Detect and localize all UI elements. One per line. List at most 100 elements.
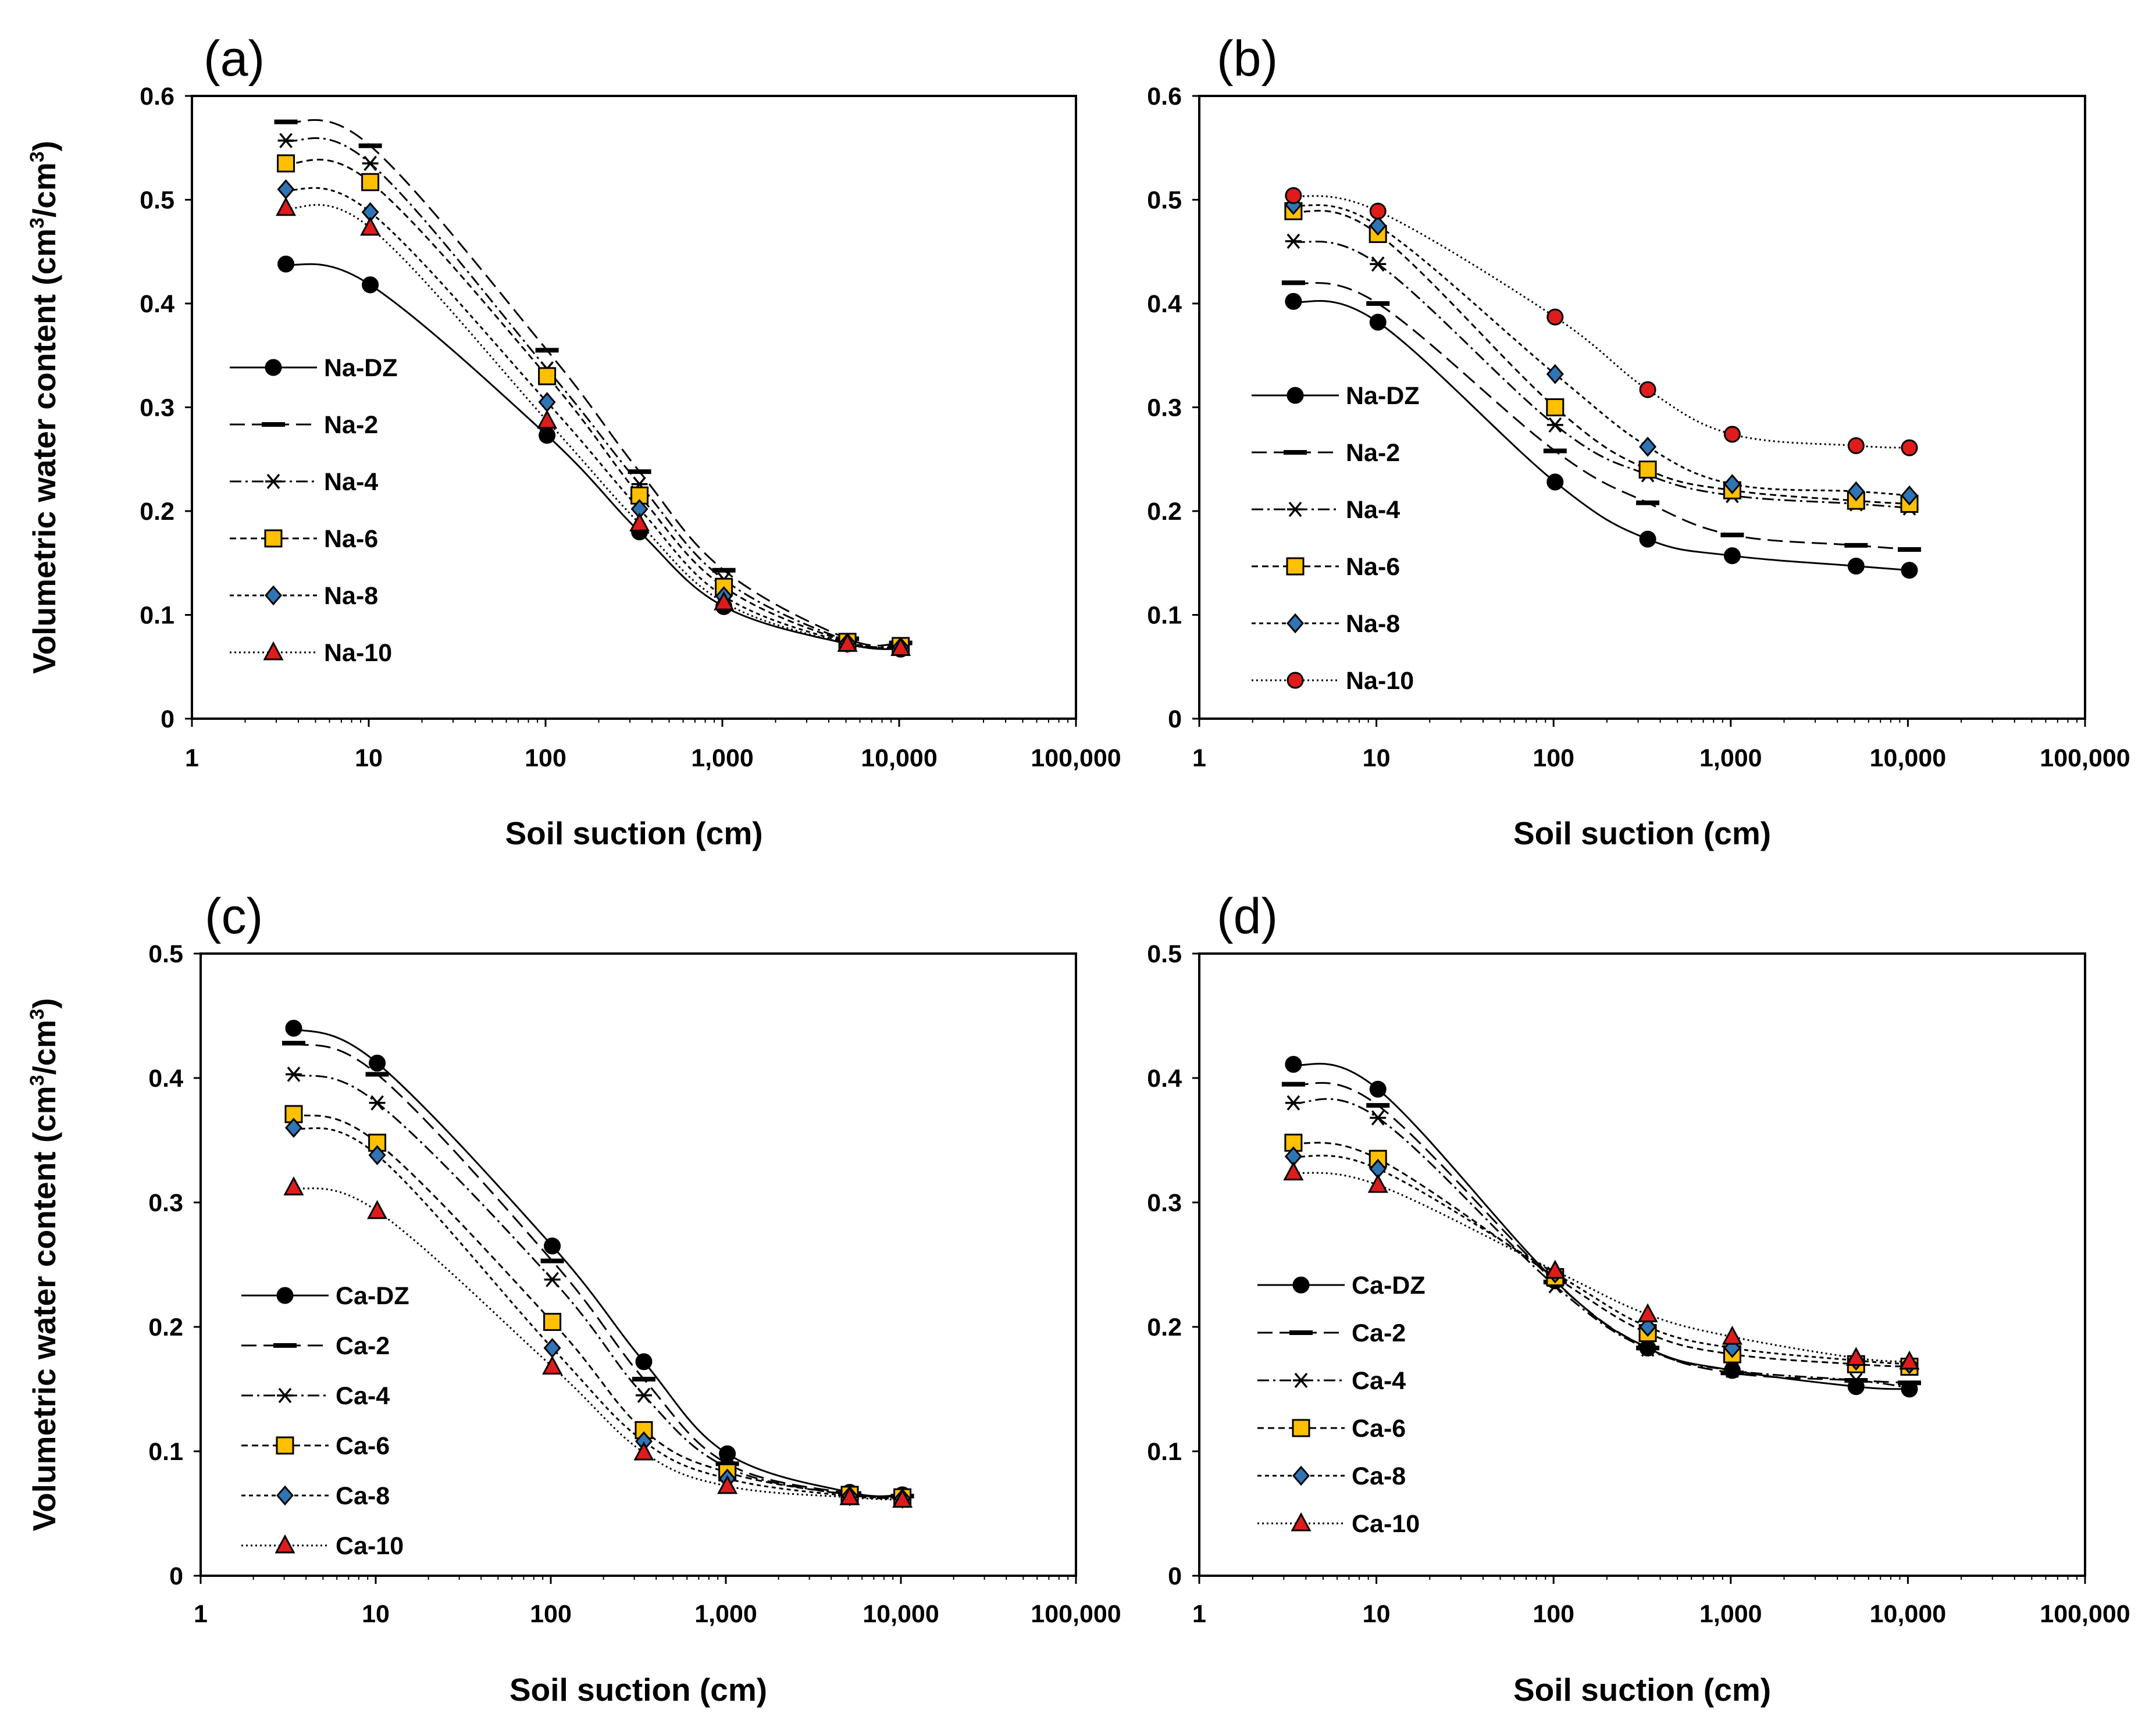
legend-label: Ca-DZ	[1352, 1272, 1426, 1300]
data-point-na-10	[360, 216, 381, 236]
y-tick-label: 0.3	[140, 394, 174, 422]
series-line-na-dz	[1293, 300, 1910, 572]
data-point-na-2	[1281, 280, 1305, 285]
y-tick-label: 0.2	[1147, 1313, 1182, 1341]
legend-label: Na-8	[1346, 610, 1400, 638]
series-line-na-10	[286, 204, 901, 650]
y-tick-label: 0	[1168, 705, 1182, 733]
x-tick-label: 100	[1533, 1600, 1574, 1628]
y-tick-label: 0	[1168, 1562, 1182, 1590]
x-axis-title: Soil suction (cm)	[505, 815, 762, 851]
legend-label: Ca-4	[336, 1382, 390, 1410]
legend-marker-na-10	[1287, 672, 1304, 689]
data-point-ca-4	[1848, 1372, 1865, 1389]
panel-a: 0 0.1 0.2 0.3 0.4 0.5 0.6 1 10 100 1,000 10,000 100,…	[26, 31, 1121, 851]
data-point-na-10	[1546, 308, 1564, 326]
y-tick-label: 0.2	[148, 1313, 183, 1341]
data-point-ca-10	[542, 1355, 563, 1375]
x-tick-label: 100,000	[1031, 1600, 1121, 1628]
y-axis-title: Volumetric water content (cm3/cm3)	[26, 141, 62, 674]
data-point-ca-2	[1366, 1103, 1390, 1108]
data-point-na-8	[1369, 215, 1387, 236]
legend-label: Ca-2	[336, 1332, 390, 1360]
data-point-na-6	[1638, 461, 1657, 479]
data-point-ca-4	[635, 1387, 652, 1403]
data-point-ca-2	[365, 1072, 389, 1077]
y-axis-title-part: )	[26, 141, 62, 151]
y-tick-label: 0.2	[140, 498, 174, 526]
data-point-na-dz	[1723, 547, 1741, 565]
panel-label: (a)	[204, 31, 265, 87]
legend-label: Na-10	[324, 639, 392, 667]
series-line-ca-2	[293, 1042, 903, 1498]
legend-marker-na-dz	[265, 359, 282, 376]
x-tick-label: 10	[1363, 744, 1391, 772]
data-point-na-2	[1898, 547, 1922, 552]
data-point-na-10	[714, 591, 735, 611]
series-line-na-4	[286, 137, 901, 648]
data-point-ca-10	[367, 1200, 388, 1219]
y-tick-label: 0.4	[140, 290, 174, 318]
y-tick-label: 0.2	[1147, 498, 1182, 526]
data-point-na-2	[712, 567, 736, 573]
data-point-ca-4	[1901, 1380, 1918, 1395]
y-axis-title-part: )	[26, 998, 62, 1008]
legend-label: Na-4	[1346, 496, 1400, 524]
data-point-ca-6	[1284, 1133, 1303, 1152]
y-tick-label: 0.1	[148, 1438, 183, 1466]
data-point-ca-2	[540, 1258, 564, 1263]
data-point-ca-dz	[544, 1237, 561, 1255]
data-point-na-4	[1285, 233, 1302, 249]
y-tick-label: 0.5	[140, 187, 174, 215]
legend-marker-ca-8	[276, 1485, 294, 1506]
data-point-ca-2	[281, 1041, 305, 1046]
legend-marker-ca-10	[275, 1534, 295, 1554]
legend-marker-ca-2	[1289, 1330, 1313, 1335]
legend-label: Na-DZ	[1346, 382, 1420, 410]
legend-marker-na-6	[1286, 557, 1305, 576]
data-point-na-10	[1723, 426, 1741, 443]
data-point-na-dz	[1847, 558, 1865, 575]
y-tick-label: 0.1	[1147, 1438, 1182, 1466]
y-tick-label: 0.4	[1147, 290, 1182, 318]
legend-marker-na-6	[264, 529, 283, 548]
legend-label: Ca-8	[336, 1482, 390, 1510]
data-point-na-dz	[1546, 473, 1564, 491]
data-point-na-dz	[1369, 313, 1387, 331]
x-tick-label: 10,000	[863, 1600, 939, 1628]
legend-label: Ca-4	[1352, 1367, 1406, 1395]
x-tick-label: 100,000	[1031, 744, 1121, 772]
data-point-na-8	[1639, 437, 1657, 457]
data-point-na-2	[274, 119, 298, 124]
data-point-na-10	[1369, 202, 1387, 220]
x-tick-label: 1	[1192, 1600, 1206, 1628]
x-axis-title: Soil suction (cm)	[509, 1672, 767, 1708]
data-point-na-10	[1639, 381, 1656, 398]
legend-marker-ca-6	[1292, 1419, 1310, 1437]
y-axis-title-part: 3	[26, 151, 48, 162]
data-point-ca-10	[892, 1489, 913, 1508]
series-layer	[1281, 187, 1922, 579]
panel-d: 0 0.1 0.2 0.3 0.4 0.5 1 10 100 1,000 10,000 100,000…	[1147, 888, 2130, 1708]
data-point-na-10	[1285, 187, 1302, 204]
legend-label: Ca-6	[1352, 1415, 1406, 1443]
data-point-na-10	[837, 633, 858, 652]
data-point-na-2	[535, 348, 559, 353]
data-point-na-10	[629, 512, 650, 531]
data-point-ca-4	[1285, 1095, 1302, 1111]
plot-frame	[1198, 952, 2086, 1577]
x-tick-label: 100,000	[2040, 1600, 2130, 1628]
data-point-ca-4	[285, 1066, 302, 1082]
legend-marker-na-10	[263, 641, 284, 661]
data-point-na-10	[537, 409, 558, 429]
x-tick-label: 10	[362, 1600, 390, 1628]
x-tick-label: 10	[1363, 1600, 1391, 1628]
y-tick-label: 0.3	[1147, 394, 1182, 422]
data-point-ca-8	[1639, 1316, 1657, 1337]
y-axis-title-part: 3	[26, 1009, 48, 1020]
data-point-ca-dz	[1285, 1055, 1302, 1073]
data-point-na-dz	[1901, 562, 1918, 579]
x-tick-label: 100,000	[2040, 744, 2130, 772]
data-point-ca-4	[1724, 1362, 1741, 1379]
data-point-ca-6	[543, 1312, 562, 1331]
